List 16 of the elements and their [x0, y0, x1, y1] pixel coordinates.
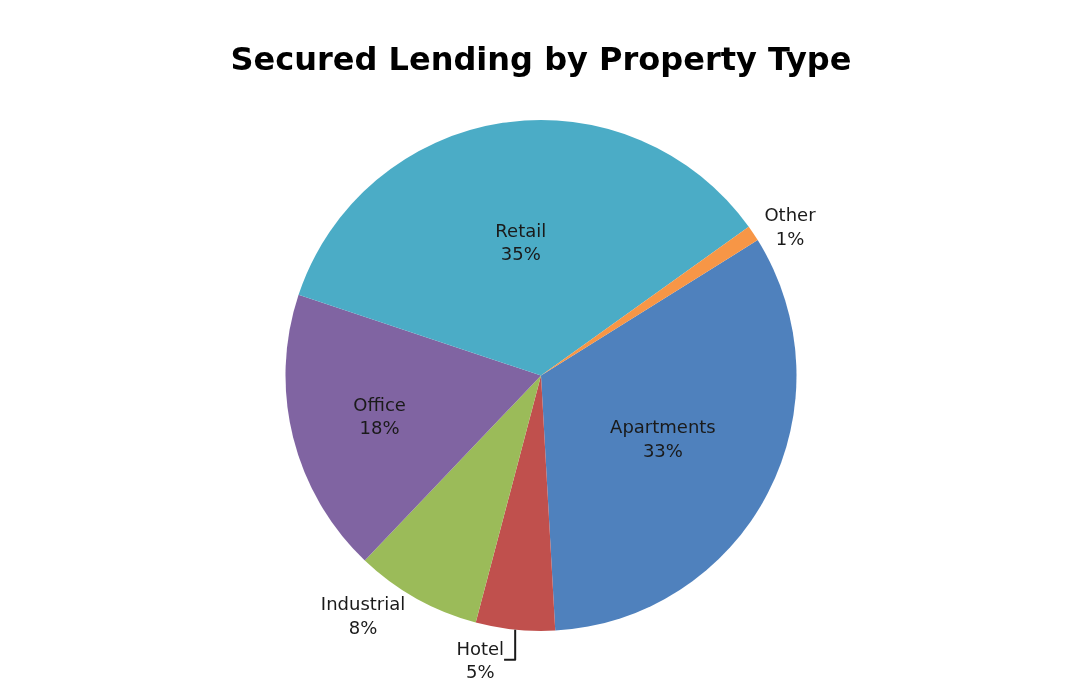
data-label: 5% [465, 661, 495, 683]
slice-label: Retail [495, 219, 547, 241]
pie-slice [475, 375, 556, 631]
chart-title: Secured Lending by Property Type [230, 40, 852, 79]
data-label: 18% [359, 416, 400, 438]
data-label: 8% [348, 616, 378, 638]
slice-label: Hotel [456, 637, 505, 659]
data-label: 35% [500, 243, 541, 265]
slice-label: Industrial [320, 593, 406, 615]
slice-label: Other [764, 204, 817, 226]
slice-label: Office [353, 393, 406, 415]
slice-label: Apartments [610, 416, 716, 438]
pie-slice [298, 120, 749, 376]
data-label: 1% [775, 227, 805, 249]
data-label: 33% [642, 439, 683, 461]
pie-slice [285, 294, 541, 561]
